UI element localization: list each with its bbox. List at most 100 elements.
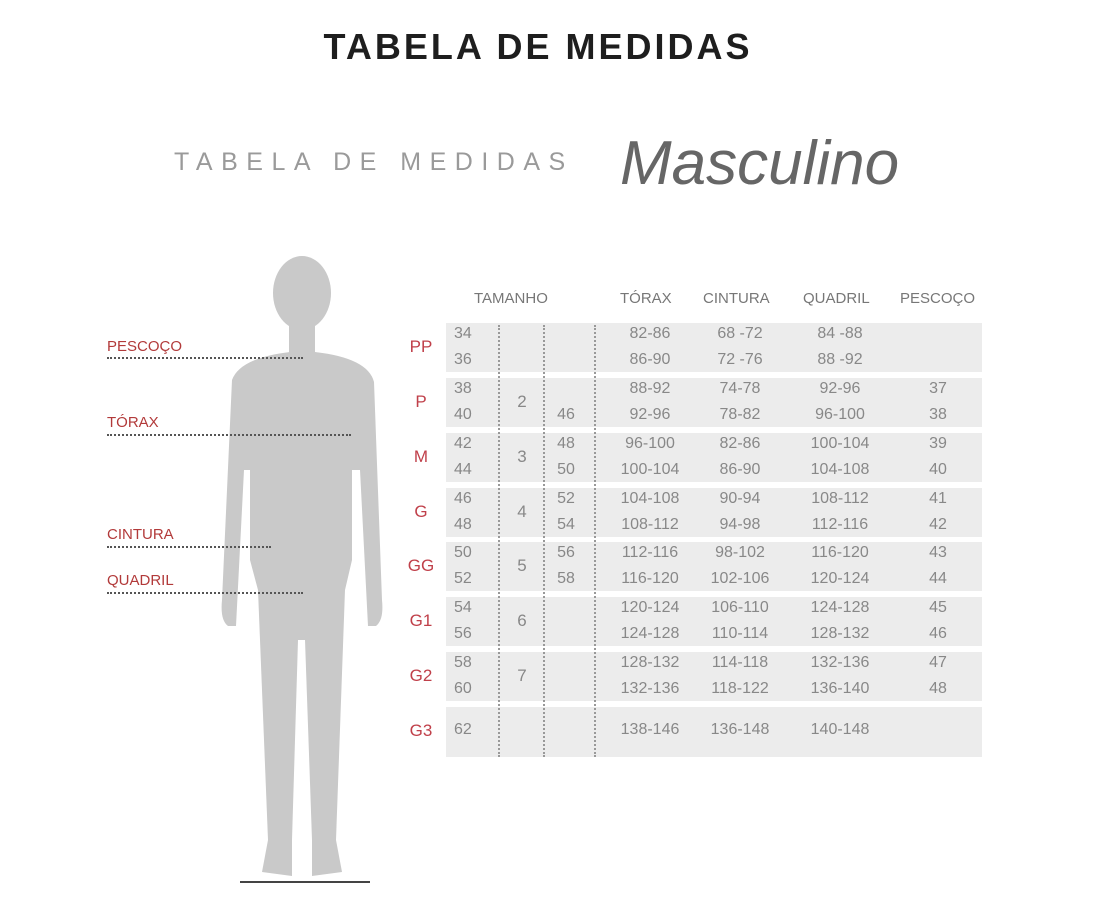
table-row-group	[446, 652, 982, 701]
table-cell: 42	[454, 435, 472, 452]
size-number: 2	[517, 392, 527, 411]
table-cell: 116-120	[811, 544, 869, 561]
table-cell: 78-82	[719, 406, 761, 423]
table-cell: 68 -72	[717, 325, 763, 342]
table-cell: 86-90	[719, 461, 761, 478]
label-torax: TÓRAX	[107, 414, 159, 431]
table-cell: 90-94	[719, 490, 761, 507]
table-cell: 40	[929, 461, 947, 478]
table-cell: 128-132	[810, 625, 870, 642]
table-cell: 118-122	[711, 680, 769, 697]
header-torax: TÓRAX	[620, 290, 672, 307]
size-label: PP	[409, 337, 433, 356]
table-cell: 100-104	[810, 435, 870, 452]
label-cintura: CINTURA	[107, 526, 174, 543]
header-quadril: QUADRIL	[803, 290, 870, 307]
size-number: 6	[517, 611, 527, 630]
table-cell: 116-120	[621, 570, 679, 587]
table-cell: 124-128	[620, 625, 680, 642]
header-tamanho: TAMANHO	[474, 290, 548, 307]
column-divider	[594, 325, 596, 757]
table-cell: 45	[929, 599, 947, 616]
table-cell: 43	[929, 544, 947, 561]
table-cell: 41	[929, 490, 947, 507]
table-row-group	[446, 433, 982, 482]
table-cell: 46	[929, 625, 947, 642]
table-cell: 120-124	[620, 599, 680, 616]
table-cell: 56	[454, 625, 472, 642]
table-cell: 74-78	[719, 380, 761, 397]
table-cell: 84 -88	[817, 325, 863, 342]
table-cell: 48	[454, 516, 472, 533]
table-cell: 56	[557, 544, 575, 561]
table-cell: 136-140	[810, 680, 870, 697]
table-cell: 88-92	[629, 380, 671, 397]
table-row-group	[446, 323, 982, 372]
size-number: 4	[517, 502, 527, 521]
table-cell: 112-116	[811, 516, 869, 533]
size-number: 3	[517, 447, 527, 466]
table-cell: 86-90	[629, 351, 671, 368]
table-cell: 44	[454, 461, 472, 478]
column-divider	[543, 325, 545, 757]
dotted-line-pescoco	[107, 357, 303, 359]
table-row-group	[446, 597, 982, 646]
label-quadril: QUADRIL	[107, 572, 174, 589]
table-row-group	[446, 488, 982, 537]
table-cell: 54	[454, 599, 472, 616]
table-cell: 60	[454, 680, 472, 697]
table-cell: 34	[454, 325, 472, 342]
table-cell: 72 -76	[717, 351, 763, 368]
table-cell: 46	[557, 406, 575, 423]
size-number: 7	[517, 666, 527, 685]
table-cell: 114-118	[711, 654, 769, 671]
table-row-group	[446, 707, 982, 757]
size-label: G1	[409, 611, 433, 630]
page-title: TABELA DE MEDIDAS	[323, 26, 753, 67]
table-cell: 40	[454, 406, 472, 423]
table-cell: 132-136	[810, 654, 870, 671]
table-cell: 92-96	[819, 380, 861, 397]
table-cell: 106-110	[711, 599, 769, 616]
table-cell: 102-106	[710, 570, 770, 587]
table-cell: 136-148	[710, 721, 770, 738]
table-cell: 100-104	[620, 461, 680, 478]
table-cell: 54	[557, 516, 575, 533]
table-cell: 112-116	[621, 544, 679, 561]
table-cell: 138-146	[620, 721, 680, 738]
size-label: GG	[407, 556, 435, 575]
table-cell: 96-100	[625, 435, 675, 452]
table-cell: 132-136	[620, 680, 680, 697]
size-label: P	[415, 392, 427, 411]
table-cell: 88 -92	[817, 351, 863, 368]
table-cell: 47	[929, 654, 947, 671]
dotted-line-torax	[107, 434, 351, 436]
table-row-group	[446, 378, 982, 427]
table-cell: 36	[454, 351, 472, 368]
table-cell: 52	[557, 490, 575, 507]
table-cell: 48	[929, 680, 947, 697]
table-cell: 108-112	[621, 516, 679, 533]
size-label: M	[413, 447, 429, 466]
table-row-group	[446, 542, 982, 591]
table-cell: 104-108	[810, 461, 870, 478]
table-cell: 37	[929, 380, 947, 397]
table-cell: 98-102	[715, 544, 765, 561]
table-cell: 38	[454, 380, 472, 397]
table-cell: 128-132	[620, 654, 680, 671]
table-cell: 92-96	[629, 406, 671, 423]
header-cintura: CINTURA	[703, 290, 770, 307]
table-cell: 50	[557, 461, 575, 478]
dotted-line-quadril	[107, 592, 303, 594]
table-cell: 39	[929, 435, 947, 452]
table-cell: 44	[929, 570, 947, 587]
table-cell: 140-148	[810, 721, 870, 738]
table-cell: 52	[454, 570, 472, 587]
table-cell: 94-98	[719, 516, 761, 533]
table-cell: 42	[929, 516, 947, 533]
table-cell: 46	[454, 490, 472, 507]
table-cell: 58	[454, 654, 472, 671]
table-cell: 82-86	[629, 325, 671, 342]
